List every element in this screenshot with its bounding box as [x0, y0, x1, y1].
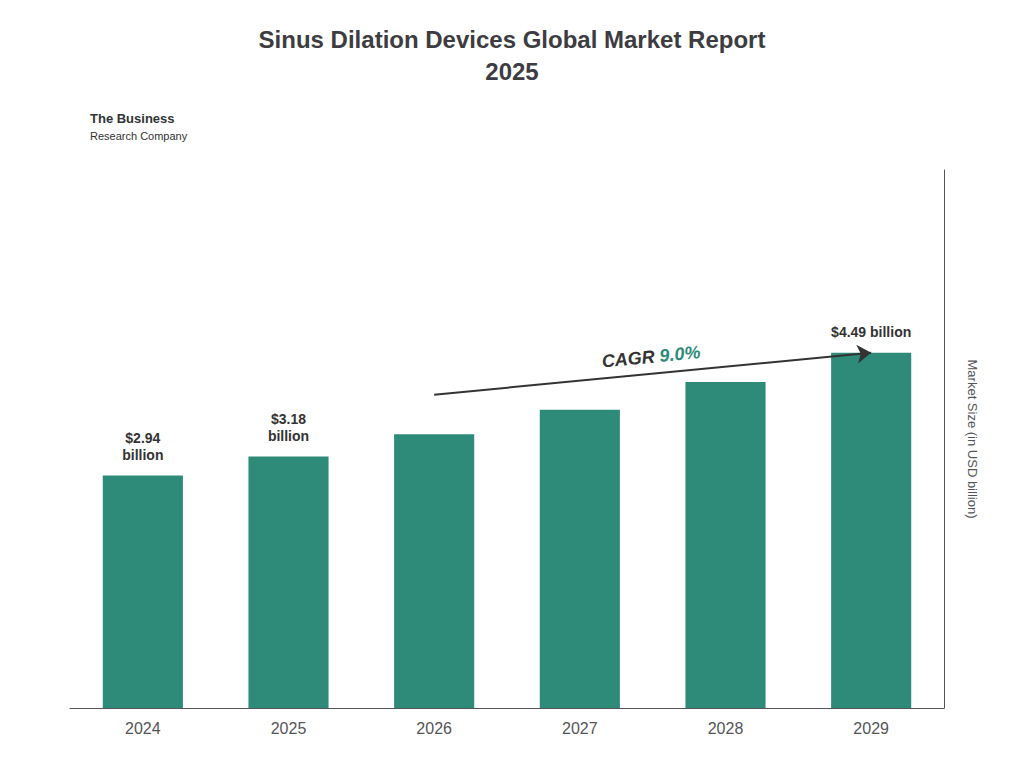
- svg-text:CAGR: CAGR: [601, 346, 661, 371]
- svg-text:2028: 2028: [708, 720, 744, 737]
- svg-text:2029: 2029: [853, 720, 889, 737]
- svg-text:Research Company: Research Company: [90, 130, 188, 142]
- svg-text:$2.94: $2.94: [125, 430, 160, 446]
- svg-text:Market Size (in USD billion): Market Size (in USD billion): [965, 360, 980, 519]
- svg-text:9.0%: 9.0%: [659, 342, 702, 366]
- svg-text:2025: 2025: [271, 720, 307, 737]
- svg-text:2027: 2027: [562, 720, 598, 737]
- svg-text:billion: billion: [268, 428, 309, 444]
- svg-text:2025: 2025: [485, 58, 538, 85]
- svg-text:$3.18: $3.18: [271, 411, 306, 427]
- svg-text:$4.49 billion: $4.49 billion: [831, 324, 911, 340]
- svg-text:The Business: The Business: [90, 111, 175, 126]
- svg-text:Sinus Dilation Devices Global: Sinus Dilation Devices Global Market Rep…: [259, 26, 766, 53]
- svg-text:2024: 2024: [125, 720, 161, 737]
- svg-text:2026: 2026: [416, 720, 452, 737]
- svg-text:billion: billion: [122, 447, 163, 463]
